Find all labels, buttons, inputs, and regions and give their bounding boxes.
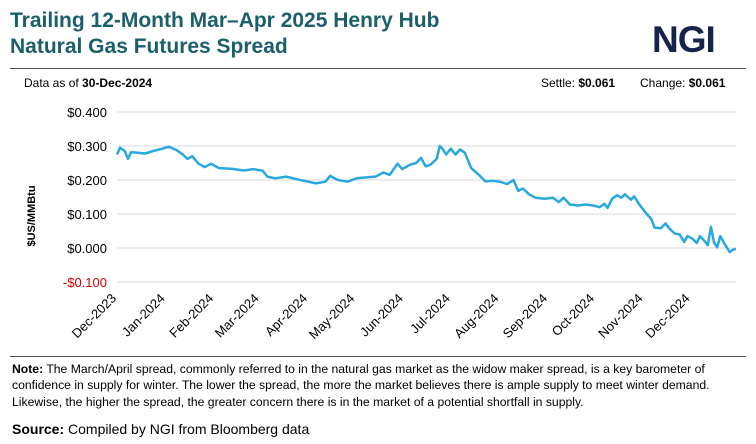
title-line-1: Trailing 12-Month Mar–Apr 2025 Henry Hub bbox=[10, 9, 440, 32]
y-tick-label: $0.000 bbox=[67, 241, 107, 256]
x-tick-label: Dec-2024 bbox=[642, 291, 692, 341]
x-tick-label: Sep-2024 bbox=[500, 291, 550, 341]
source-line: Source: Compiled by NGI from Bloomberg d… bbox=[12, 421, 309, 437]
x-tick-label: Aug-2024 bbox=[451, 291, 501, 341]
title-line-2: Natural Gas Futures Spread bbox=[10, 35, 288, 58]
y-tick-label: $0.400 bbox=[67, 105, 107, 120]
change: Change: $0.061 bbox=[640, 76, 725, 90]
change-value: $0.061 bbox=[688, 76, 726, 90]
x-tick-label: Apr-2024 bbox=[262, 291, 310, 339]
settle-value: $0.061 bbox=[578, 76, 616, 90]
y-tick-label: $0.100 bbox=[67, 207, 107, 222]
data-as-of-value: 30-Dec-2024 bbox=[82, 76, 153, 90]
x-tick-label: Nov-2024 bbox=[595, 291, 645, 341]
x-tick-label: Jan-2024 bbox=[119, 291, 168, 340]
ngi-logo: NGI bbox=[652, 19, 716, 60]
spread-line-chart: $0.400 $0.300 $0.200 $0.100 $0.000 -$0.100 De… bbox=[26, 105, 737, 342]
header-divider bbox=[10, 68, 746, 69]
x-tick-label: Feb-2024 bbox=[166, 291, 216, 341]
y-tick-label: $0.200 bbox=[67, 173, 107, 188]
settle-label: Settle: bbox=[541, 76, 576, 90]
note-text: The March/April spread, commonly referre… bbox=[12, 362, 710, 409]
x-tick-label: Oct-2024 bbox=[549, 291, 597, 339]
x-tick-label: Jun-2024 bbox=[357, 291, 406, 340]
y-axis-label: $US/MMBtu bbox=[26, 185, 38, 246]
note-label: Note: bbox=[12, 362, 44, 376]
chart-title: Trailing 12-Month Mar–Apr 2025 Henry Hub… bbox=[10, 8, 570, 60]
footer-divider bbox=[10, 356, 746, 357]
y-tick-label: $0.300 bbox=[67, 139, 107, 154]
y-tick-label: -$0.100 bbox=[63, 275, 107, 290]
footnote: Note: The March/April spread, commonly r… bbox=[12, 361, 746, 410]
data-as-of: Data as of 30-Dec-2024 bbox=[24, 76, 152, 90]
x-tick-label: Jul-2024 bbox=[407, 291, 453, 337]
data-as-of-label: Data as of bbox=[24, 76, 79, 90]
source-text: Compiled by NGI from Bloomberg data bbox=[64, 421, 310, 437]
settle: Settle: $0.061 bbox=[541, 76, 615, 90]
x-tick-label: Mar-2024 bbox=[212, 291, 262, 341]
change-label: Change: bbox=[640, 76, 686, 90]
spread-series-line bbox=[115, 144, 737, 254]
x-tick-label: May-2024 bbox=[306, 291, 357, 342]
source-label: Source: bbox=[12, 421, 65, 437]
x-tick-label: Dec-2023 bbox=[69, 291, 119, 341]
